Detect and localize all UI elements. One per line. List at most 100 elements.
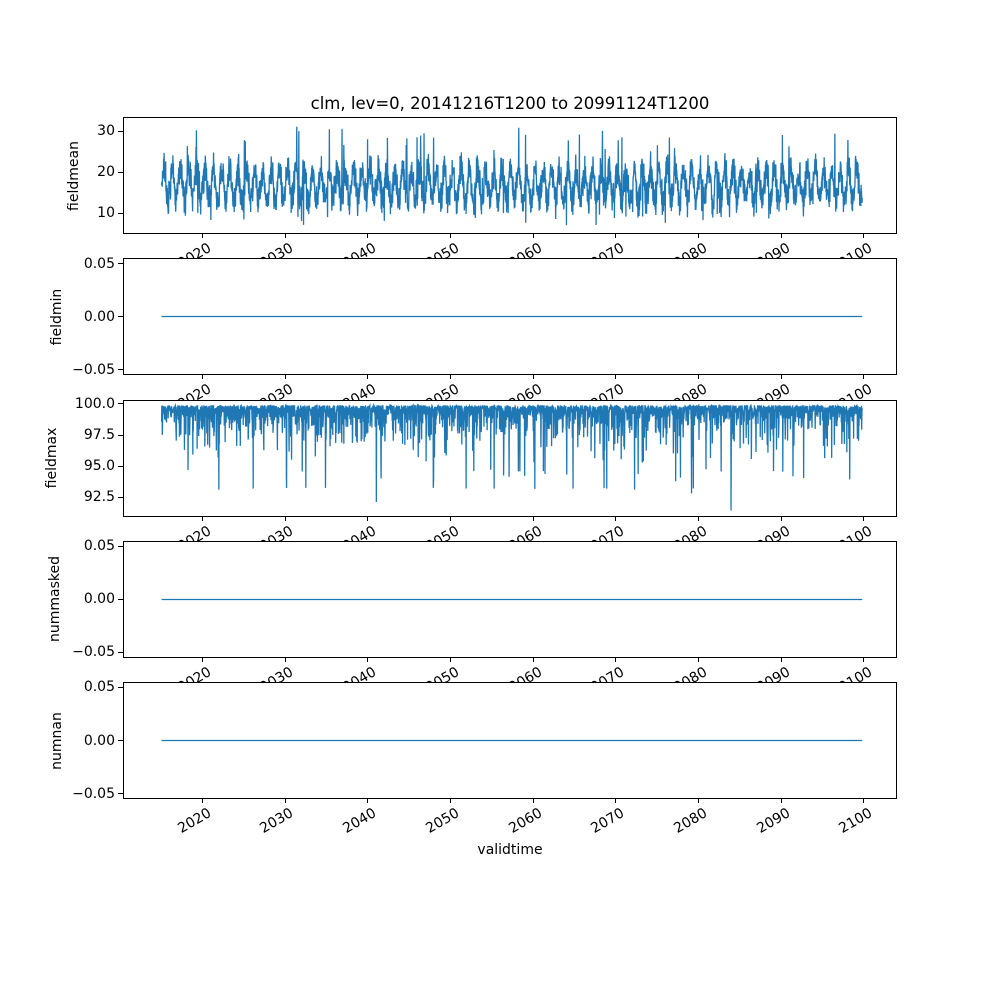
x-tick-mark	[532, 234, 534, 238]
y-axis-label-numnan: numnan	[49, 711, 65, 770]
plot-area-fieldmax	[123, 399, 897, 517]
y-tick-mark	[118, 598, 123, 600]
x-tick-mark	[201, 375, 203, 380]
y-tick-mark	[118, 434, 123, 436]
x-tick-mark	[698, 799, 699, 803]
x-tick-mark	[284, 375, 286, 380]
y-tick-label: 20	[97, 164, 115, 180]
x-tick-mark	[532, 657, 534, 662]
x-tick-mark	[698, 234, 699, 238]
x-tick-mark	[367, 234, 369, 238]
x-tick-label: 2050	[423, 805, 462, 837]
x-tick-mark	[698, 657, 699, 662]
y-tick-mark	[118, 316, 123, 318]
y-axis-label-fieldmax: fieldmax	[44, 427, 60, 489]
chart-title: clm, lev=0, 20141216T1200 to 20991124T12…	[310, 94, 710, 113]
y-tick-label: −0.05	[72, 361, 115, 378]
plot-area-fieldmean	[123, 117, 897, 234]
x-tick-mark	[201, 516, 203, 521]
y-tick-mark	[118, 686, 123, 688]
x-tick-label: 2070	[588, 805, 628, 837]
x-tick-mark	[780, 799, 782, 803]
x-tick-label: 2090	[753, 805, 793, 837]
x-tick-mark	[201, 799, 203, 803]
y-tick-mark	[118, 740, 123, 741]
x-tick-mark	[450, 234, 451, 238]
x-tick-label: 2060	[505, 805, 545, 837]
y-tick-mark	[118, 369, 123, 371]
y-tick-mark	[118, 130, 123, 132]
x-tick-mark	[201, 234, 203, 238]
x-tick-mark	[367, 516, 369, 521]
y-tick-label: 10	[97, 205, 115, 222]
y-tick-mark	[118, 793, 123, 795]
plot-area-fieldmin	[123, 258, 897, 376]
x-tick-mark	[863, 657, 865, 662]
y-tick-mark	[118, 171, 123, 173]
x-tick-mark	[780, 375, 782, 380]
x-tick-mark	[367, 799, 369, 803]
x-tick-label: 2100	[836, 805, 876, 837]
series-line-fieldmean	[160, 126, 863, 226]
y-axis-label-nummasked: nummasked	[47, 556, 63, 643]
y-tick-mark	[118, 465, 123, 467]
y-tick-mark	[118, 263, 123, 265]
plot-area-nummasked	[123, 540, 897, 658]
x-tick-mark	[863, 799, 865, 803]
x-tick-mark	[615, 516, 617, 521]
y-tick-label: 0.00	[83, 591, 115, 608]
y-axis-label-fieldmean: fieldmean	[66, 140, 82, 211]
series-polyline-fieldmax	[160, 402, 863, 510]
y-tick-label: −0.05	[72, 644, 115, 661]
y-tick-label: 0.05	[83, 255, 115, 272]
x-tick-mark	[698, 375, 699, 380]
x-tick-label: 2030	[257, 805, 297, 837]
x-tick-mark	[863, 375, 865, 380]
x-tick-mark	[201, 657, 203, 662]
y-tick-mark	[118, 651, 123, 653]
x-tick-label: 2080	[671, 805, 710, 837]
y-tick-label: 100.0	[74, 395, 115, 412]
x-tick-mark	[450, 516, 451, 521]
x-tick-mark	[284, 657, 286, 662]
x-tick-label: 2040	[340, 805, 380, 837]
series-line-fieldmin	[161, 316, 863, 318]
y-tick-label: −0.05	[72, 785, 115, 802]
y-tick-label: 92.5	[83, 489, 115, 506]
y-tick-label: 30	[97, 123, 115, 139]
y-tick-label: 0.00	[83, 732, 115, 749]
x-tick-mark	[450, 375, 451, 380]
x-tick-mark	[615, 657, 617, 662]
x-tick-mark	[615, 799, 617, 803]
y-tick-label: 0.05	[83, 538, 115, 555]
x-tick-mark	[284, 516, 286, 521]
series-line-nummasked	[161, 598, 863, 600]
x-tick-mark	[284, 234, 286, 238]
x-tick-mark	[450, 799, 451, 803]
x-axis-label: validtime	[477, 842, 543, 858]
y-tick-mark	[118, 403, 123, 405]
y-tick-label: 95.0	[83, 458, 115, 475]
series-polyline-fieldmean	[160, 126, 863, 226]
x-tick-mark	[450, 657, 451, 662]
y-tick-mark	[118, 212, 123, 214]
x-tick-mark	[615, 234, 617, 238]
x-tick-mark	[698, 516, 699, 521]
x-tick-mark	[532, 516, 534, 521]
x-tick-mark	[780, 657, 782, 662]
plot-area-numnan	[123, 682, 897, 799]
y-tick-label: 0.05	[83, 679, 115, 696]
y-axis-label-fieldmin: fieldmin	[49, 288, 65, 346]
y-tick-label: 0.00	[83, 308, 115, 325]
x-tick-mark	[780, 234, 782, 238]
y-tick-mark	[118, 496, 123, 498]
y-tick-mark	[118, 545, 123, 547]
x-tick-mark	[367, 375, 369, 380]
y-tick-label: 97.5	[83, 427, 115, 443]
x-tick-mark	[615, 375, 617, 380]
x-tick-mark	[863, 234, 865, 238]
x-tick-mark	[532, 375, 534, 380]
series-line-numnan	[161, 739, 863, 742]
x-tick-mark	[863, 516, 865, 521]
